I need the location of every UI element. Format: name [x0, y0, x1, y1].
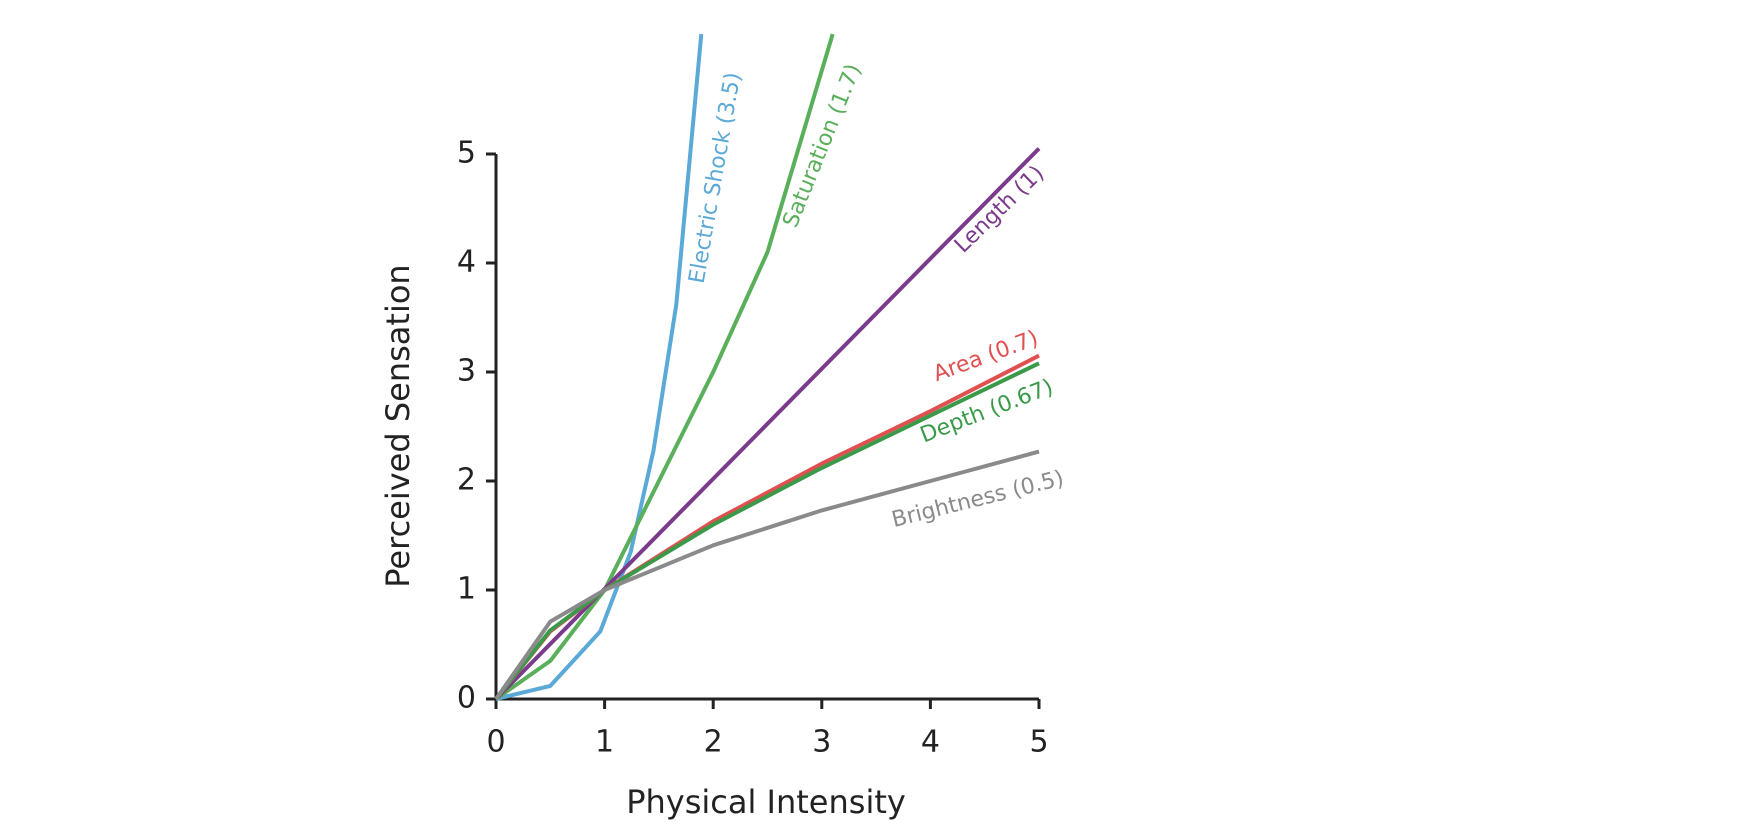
series-line [494, 449, 1040, 701]
y-tick-label: 0 [457, 681, 476, 716]
series-label: Saturation (1.7) [778, 61, 866, 232]
series-label: Brightness (0.5) [889, 466, 1066, 533]
y-tick-label: 3 [457, 354, 476, 389]
series-line [494, 147, 1041, 701]
x-tick-label: 2 [704, 725, 723, 760]
series-label: Length (1) [950, 161, 1049, 258]
x-tick-label: 1 [595, 725, 614, 760]
y-tick-label: 4 [457, 245, 476, 280]
y-tick-label: 1 [457, 572, 476, 607]
x-tick-label: 4 [921, 725, 940, 760]
series-line [494, 361, 1040, 701]
x-tick-label: 5 [1029, 725, 1048, 760]
y-tick-label: 2 [457, 463, 476, 498]
x-axis-label: Physical Intensity [626, 783, 906, 821]
series-label: Area (0.7) [930, 326, 1042, 387]
series-line [494, 33, 835, 701]
series-line [495, 33, 704, 701]
y-axis-label: Perceived Sensation [379, 264, 417, 587]
x-tick-label: 0 [486, 725, 505, 760]
y-tick-label: 5 [457, 136, 476, 171]
x-tick-label: 3 [812, 725, 831, 760]
